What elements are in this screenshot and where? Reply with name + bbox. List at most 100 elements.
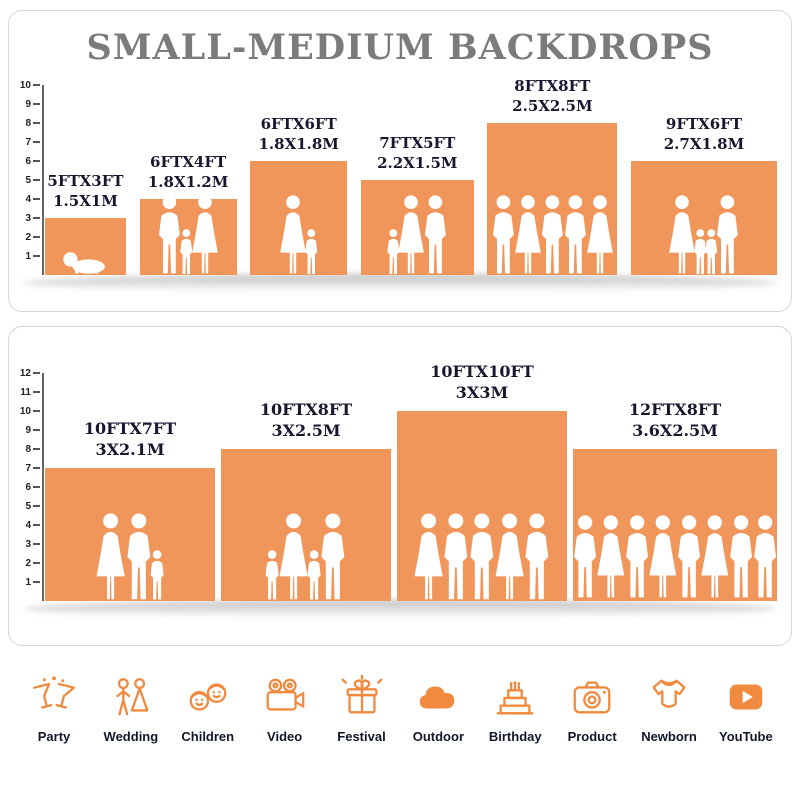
axis-tick: 2 <box>17 557 40 569</box>
person-adult-f-silhouette <box>515 195 541 274</box>
person-child-silhouette <box>305 229 318 275</box>
person-adult-f-silhouette <box>398 195 424 274</box>
category-label: Wedding <box>103 729 159 744</box>
axis-tick: 6 <box>17 481 40 493</box>
backdrop-bar <box>630 161 777 275</box>
axis-tick-number: 2 <box>25 231 31 243</box>
axis-tick: 7 <box>17 136 40 148</box>
axis-tick-mark <box>33 372 40 374</box>
people-silhouettes <box>397 513 567 601</box>
person-child-silhouette <box>704 229 717 275</box>
category-wedding: Wedding <box>103 674 159 744</box>
size-label-ft: 6FTX4FT <box>150 153 227 171</box>
size-label-m: 3X2.5M <box>271 421 341 441</box>
person-adult-f-silhouette <box>280 195 307 274</box>
size-label-ft: 10FTX8FT <box>259 400 353 420</box>
axis-tick-number: 7 <box>25 136 31 148</box>
person-adult-m-silhouette <box>574 515 597 598</box>
axis-tick-mark <box>33 562 40 564</box>
axis-line <box>42 85 44 275</box>
category-newborn: Newborn <box>641 674 697 744</box>
backdrop-bar-group: 12FTX8FT 3.6X2.5M <box>573 400 777 601</box>
size-label-m: 3X2.1M <box>95 440 165 460</box>
axis-tick-number: 11 <box>20 386 31 398</box>
category-label: Product <box>567 729 617 744</box>
backdrop-bar <box>397 411 567 601</box>
category-label: Newborn <box>641 729 697 744</box>
backdrop-bar-group: 10FTX10FT 3X3M <box>397 362 567 601</box>
category-product: Product <box>564 674 620 744</box>
axis-tick-mark <box>33 543 40 545</box>
axis-tick-number: 10 <box>19 79 31 91</box>
size-label-m: 2.7X1.8M <box>663 134 745 153</box>
backdrop-bar <box>221 449 391 601</box>
people-silhouettes <box>361 195 474 275</box>
axis-tick-number: 8 <box>25 117 31 129</box>
backdrop-bar-group: 8FTX8FT 2.5X2.5M <box>487 77 618 275</box>
axis-tick: 9 <box>17 424 40 436</box>
size-label-ft: 10FTX7FT <box>83 419 177 439</box>
category-children: Children <box>180 674 236 744</box>
axis-tick-number: 9 <box>25 98 31 110</box>
category-label: Birthday <box>488 729 542 744</box>
axis-tick-number: 7 <box>25 462 31 474</box>
backdrop-bar <box>250 161 348 275</box>
axis-tick-mark <box>33 524 40 526</box>
axis-tick-number: 1 <box>25 576 31 588</box>
backdrop-size-label: 7FTX5FT 2.2X1.5M <box>377 134 457 173</box>
axis-tick: 1 <box>17 250 40 262</box>
person-child-silhouette <box>694 229 707 275</box>
axis-tick: 7 <box>17 462 40 474</box>
size-label-ft: 10FTX10FT <box>430 362 534 382</box>
axis-tick-number: 3 <box>25 212 31 224</box>
axis-tick-number: 9 <box>25 424 31 436</box>
panel-small-medium-top: SMALL-MEDIUM BACKDROPS 1 2 3 4 5 6 7 8 9 10 5FTX3… <box>8 10 792 312</box>
backdrop-bar <box>360 180 474 275</box>
axis-tick-mark <box>33 103 40 105</box>
axis-tick: 8 <box>17 117 40 129</box>
people-silhouettes <box>250 195 347 275</box>
size-label-m: 1.5X1M <box>53 191 118 210</box>
size-label-ft: 5FTX3FT <box>47 172 124 190</box>
axis-tick: 11 <box>17 386 40 398</box>
axis-tick: 10 <box>17 79 40 91</box>
backdrop-bar-group: 6FTX4FT 1.8X1.2M <box>139 153 237 275</box>
category-video: Video <box>257 674 313 744</box>
backdrop-bar <box>45 218 126 275</box>
bars-row-bottom: 10FTX7FT 3X2.1M 10FTX8FT 3X2.5M 10FTX10FT 3X3… <box>45 362 777 601</box>
backdrop-size-label: 10FTX8FT 3X2.5M <box>260 400 352 442</box>
category-youtube: YouTube <box>718 674 774 744</box>
category-label: YouTube <box>719 729 773 744</box>
axis-tick-number: 5 <box>25 174 31 186</box>
person-adult-f-silhouette <box>191 195 218 274</box>
person-adult-f-silhouette <box>669 195 695 274</box>
person-adult-m-silhouette <box>493 195 514 274</box>
people-silhouettes <box>140 195 237 275</box>
backdrop-size-label: 8FTX8FT 2.5X2.5M <box>512 77 592 116</box>
person-adult-m-silhouette <box>470 513 494 600</box>
backdrop-bar <box>573 449 777 601</box>
backdrop-bar <box>487 123 618 275</box>
children-icon <box>185 674 231 720</box>
axis-tick-mark <box>33 179 40 181</box>
people-silhouettes <box>45 513 215 601</box>
wedding-icon <box>108 674 154 720</box>
axis-tick: 2 <box>17 231 40 243</box>
people-silhouettes <box>487 195 617 275</box>
size-label-m: 2.2X1.5M <box>377 153 458 172</box>
size-label-ft: 12FTX8FT <box>628 400 722 420</box>
axis-tick-mark <box>33 410 40 412</box>
axis-tick: 3 <box>17 538 40 550</box>
person-child-silhouette <box>150 550 165 600</box>
person-adult-m-silhouette <box>541 195 563 274</box>
backdrop-size-label: 10FTX10FT 3X3M <box>430 362 533 404</box>
axis-tick: 10 <box>17 405 40 417</box>
axis-tick-number: 8 <box>25 443 31 455</box>
person-adult-m-silhouette <box>626 515 648 598</box>
people-silhouettes <box>221 513 391 601</box>
axis-tick-mark <box>33 255 40 257</box>
person-adult-m-silhouette <box>321 513 345 600</box>
backdrop-bar-group: 5FTX3FT 1.5X1M <box>45 172 126 275</box>
axis-tick-mark <box>33 505 40 507</box>
category-label: Outdoor <box>412 729 464 744</box>
